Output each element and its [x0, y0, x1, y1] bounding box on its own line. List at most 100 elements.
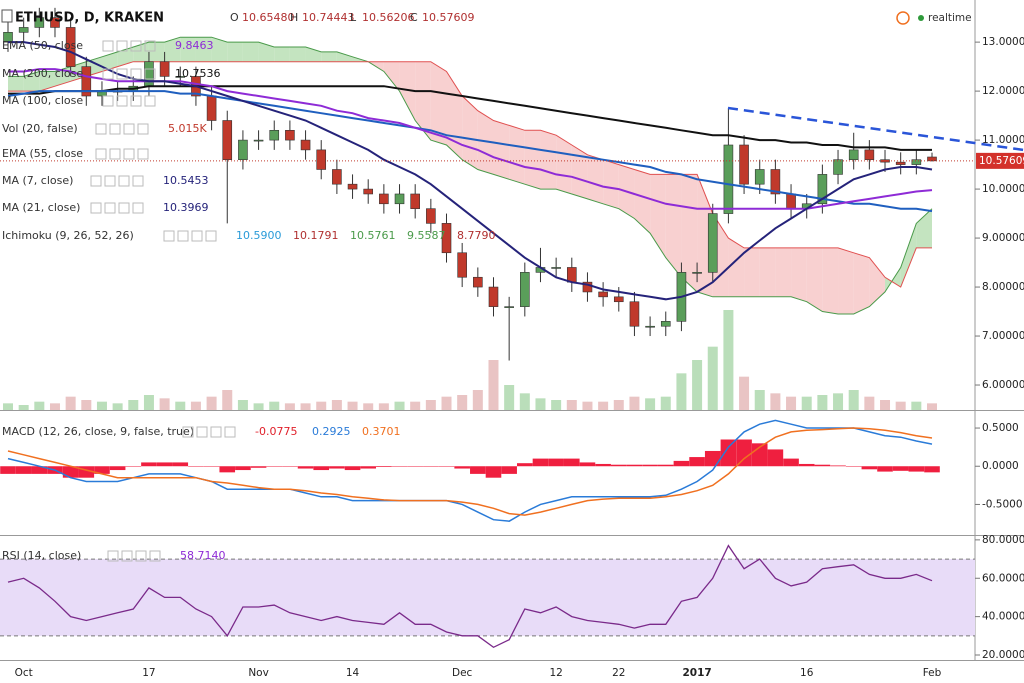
settings-icon[interactable] — [149, 550, 161, 562]
settings-icon[interactable] — [130, 68, 142, 80]
volume-bar — [613, 400, 624, 410]
settings-icon[interactable] — [144, 40, 156, 52]
settings-icon[interactable] — [109, 148, 121, 160]
settings-icon[interactable] — [116, 68, 128, 80]
moving-average — [8, 41, 933, 301]
settings-icon[interactable] — [132, 175, 144, 187]
y-tick-label: 0.5000 — [982, 422, 1019, 434]
settings-icon[interactable] — [144, 95, 156, 107]
macd-histogram-bar — [798, 463, 815, 467]
settings-icon[interactable] — [107, 550, 119, 562]
volume-bar — [629, 396, 640, 410]
macd-histogram-bar — [720, 439, 737, 467]
settings-icon[interactable] — [118, 202, 130, 214]
candle-body — [206, 95, 217, 121]
volume-bar — [253, 403, 264, 410]
candle-body — [394, 193, 405, 205]
settings-icon[interactable] — [182, 426, 194, 438]
alert-icon[interactable] — [896, 11, 910, 25]
settings-icon[interactable] — [163, 230, 175, 242]
settings-icon[interactable] — [109, 123, 121, 135]
settings-icon[interactable] — [118, 175, 130, 187]
settings-icon[interactable] — [90, 202, 102, 214]
ohlc-value: 10.57609 — [422, 11, 475, 24]
settings-icon[interactable] — [135, 550, 147, 562]
candle-body — [927, 156, 937, 162]
legend-label: MA (200, close — [2, 67, 83, 80]
realtime-label: realtime — [928, 12, 972, 24]
last-price-label: 10.57609 — [979, 155, 1024, 167]
macd-histogram-bar — [845, 466, 862, 467]
candle-body — [285, 129, 295, 141]
macd-histogram-bar — [360, 466, 377, 469]
settings-icon[interactable] — [102, 40, 114, 52]
macd-histogram-bar — [297, 466, 314, 469]
settings-icon[interactable] — [196, 426, 208, 438]
settings-icon[interactable] — [130, 40, 142, 52]
settings-icon[interactable] — [116, 40, 128, 52]
candle-body — [598, 291, 608, 298]
macd-histogram-bar — [736, 439, 752, 467]
settings-icon[interactable] — [104, 175, 116, 187]
ohlc-key: H — [290, 11, 298, 24]
settings-icon[interactable] — [102, 95, 114, 107]
candle-body — [332, 169, 342, 185]
cloud-segment — [39, 71, 55, 92]
macd-line — [7, 419, 933, 522]
macd-histogram-bar — [376, 466, 392, 468]
legend-readout: 5.015K — [168, 122, 207, 135]
macd-histogram-bar — [548, 458, 564, 467]
legend-readout: 10.3969 — [163, 201, 209, 214]
candle-body — [895, 161, 906, 165]
y-tick-label: 11.00000 — [982, 134, 1024, 146]
volume-bar — [128, 400, 139, 410]
collapse-icon[interactable] — [1, 9, 13, 23]
x-tick-label: 16 — [800, 667, 814, 679]
settings-icon[interactable] — [116, 95, 128, 107]
settings-icon[interactable] — [130, 95, 142, 107]
y-tick-label: 7.00000 — [982, 330, 1024, 342]
macd-histogram-bar — [172, 462, 189, 467]
candle-body — [222, 120, 233, 160]
legend-readout: 0.2925 — [312, 425, 351, 438]
y-tick-label: 20.0000 — [982, 649, 1024, 661]
volume-bar — [441, 396, 452, 410]
settings-icon[interactable] — [205, 230, 217, 242]
settings-icon[interactable] — [123, 123, 135, 135]
settings-icon[interactable] — [144, 68, 156, 80]
x-tick-label: 12 — [549, 667, 562, 679]
settings-icon[interactable] — [90, 175, 102, 187]
volume-bar — [692, 360, 703, 410]
settings-icon[interactable] — [137, 148, 149, 160]
settings-icon[interactable] — [102, 68, 114, 80]
macd-histogram-bar — [830, 465, 846, 467]
cloud-segment — [415, 61, 431, 141]
macd-histogram-bar — [266, 466, 283, 467]
candle-body — [347, 183, 358, 190]
legend-label: MA (7, close) — [2, 174, 73, 187]
legend-readout: 10.5900 — [236, 229, 282, 242]
legend-label: EMA (55, close — [2, 147, 83, 160]
volume-bar — [18, 405, 29, 410]
volume-bar — [660, 396, 671, 410]
settings-icon[interactable] — [224, 426, 236, 438]
candle-body — [410, 193, 420, 209]
settings-icon[interactable] — [95, 148, 107, 160]
moving-average — [8, 85, 932, 151]
settings-icon[interactable] — [123, 148, 135, 160]
cloud-segment — [8, 76, 24, 92]
volume-bar — [49, 403, 60, 410]
settings-icon[interactable] — [137, 123, 149, 135]
settings-icon[interactable] — [210, 426, 222, 438]
settings-icon[interactable] — [104, 202, 116, 214]
candle-body — [645, 325, 655, 328]
settings-icon[interactable] — [95, 123, 107, 135]
settings-icon[interactable] — [191, 230, 203, 242]
legend-readout: 9.8463 — [175, 39, 214, 52]
volume-bar — [237, 400, 248, 410]
settings-icon[interactable] — [177, 230, 189, 242]
settings-icon[interactable] — [121, 550, 133, 562]
volume-bar — [3, 403, 13, 410]
settings-icon[interactable] — [132, 202, 144, 214]
